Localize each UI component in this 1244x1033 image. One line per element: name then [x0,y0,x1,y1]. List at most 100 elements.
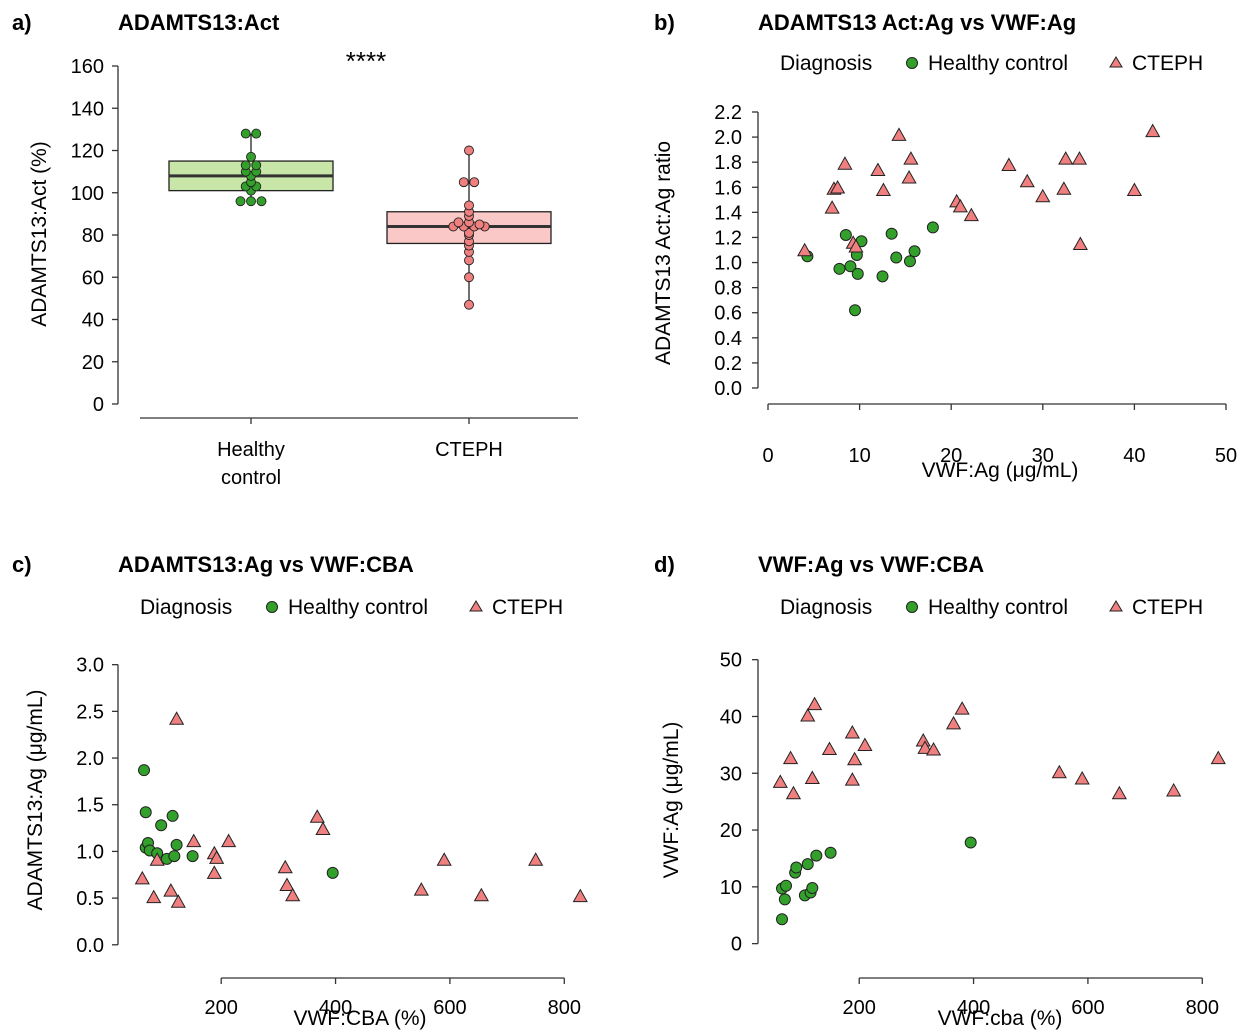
y-tick-label: 120 [71,141,104,163]
cteph-point [844,772,860,786]
y-tick-label: 0 [93,394,104,416]
panel-d: d) VWF:Ag vs VWF:CBA Diagnosis Healthy c… [654,552,1226,1030]
data-point [246,196,256,207]
cteph-point [1051,764,1067,779]
data-point [246,151,256,162]
cteph-point [277,859,293,874]
data-point [251,128,262,139]
cteph-point [528,852,544,866]
healthy-point [778,893,791,906]
cteph-point [1035,188,1051,203]
healthy-point [844,260,857,273]
cteph-point [1056,181,1072,195]
cteph-point [285,887,301,902]
legend-title: Diagnosis [780,52,872,75]
y-axis-label: ADAMTS13:Act (%) [28,141,51,327]
healthy-point [806,881,819,894]
legend-title: Diagnosis [780,596,872,619]
cteph-point [875,182,892,197]
cteph-point [945,715,962,730]
cteph-point [806,696,823,711]
y-tick-label: 1.0 [76,841,104,863]
data-point [240,128,251,139]
y-tick-label: 1.0 [714,253,742,275]
cteph-point [206,865,222,879]
y-tick-label: 60 [82,267,104,289]
y-tick-label: 0.5 [76,888,104,910]
x-tick-label: 400 [319,997,352,1019]
healthy-point [908,245,921,258]
cteph-point [1071,151,1088,165]
x-tick-label: 200 [843,997,876,1019]
cteph-point [168,711,185,725]
cteph-point [952,198,968,213]
y-tick-label: 40 [82,310,104,332]
cteph-point [901,169,917,184]
healthy-point [168,850,181,863]
legend-cteph-label: CTEPH [1132,596,1203,619]
healthy-point [790,861,803,874]
healthy-point [155,819,168,832]
y-tick-label: 100 [71,183,104,205]
healthy-point [138,764,151,777]
y-tick-label: 80 [82,225,104,247]
data-point [256,196,267,207]
cteph-point [954,701,970,715]
plot-marks [772,696,1226,926]
axes: 0 20 40 60 80 100 120 140 160 Healthy control CTEPH [71,56,578,489]
healthy-point [780,879,793,892]
x-tick-label: 400 [957,997,990,1019]
healthy-point [801,858,814,871]
x-tick-label: 200 [205,997,238,1019]
x-tick-label: 10 [848,445,870,467]
cteph-point [848,238,864,253]
y-tick-label: 20 [720,820,742,842]
cteph-point [1145,123,1161,138]
x-tick-label: 600 [433,997,466,1019]
x-tick-label: 600 [1071,997,1104,1019]
y-tick-label: 20 [82,352,104,374]
healthy-point [776,913,789,926]
y-tick-label: 0.0 [76,935,104,957]
y-tick-label: 160 [71,56,104,78]
cteph-point [1072,236,1088,250]
cteph-point [837,156,853,170]
x-tick-label: 40 [1123,445,1145,467]
cteph-point [134,870,150,885]
chart-title: ADAMTS13 Act:Ag vs VWF:Ag [758,10,1076,35]
healthy-point [833,262,846,275]
y-tick-label: 1.4 [714,202,742,224]
legend: Diagnosis Healthy control CTEPH [780,596,1203,619]
legend-healthy-marker [266,601,278,613]
y-tick-label: 0 [731,934,742,956]
cteph-point [1210,750,1226,765]
legend-healthy-label: Healthy control [288,596,428,619]
y-tick-label: 140 [71,98,104,120]
data-point [240,160,251,171]
chart-title: ADAMTS13:Act [118,10,280,35]
plot-marks [168,128,552,310]
y-tick-label: 2.5 [76,701,104,723]
y-tick-label: 2.0 [714,127,742,149]
cteph-point [772,774,788,788]
healthy-point [170,838,183,851]
cteph-point [186,833,202,848]
healthy-point [849,304,862,317]
legend-title: Diagnosis [140,596,232,619]
cteph-point [413,882,429,896]
cteph-point [1019,173,1035,188]
cteph-point [782,750,799,765]
healthy-point [166,809,179,822]
axes: 0 10 20 30 40 50 200 400 600 800 [720,650,1219,1019]
cteph-point [844,724,860,739]
chart-title: VWF:Ag vs VWF:CBA [758,552,984,577]
legend-cteph-marker [469,600,483,612]
cteph-point [572,888,588,903]
x-tick-label: 30 [1032,445,1054,467]
legend-healthy-marker [906,601,918,613]
legend-cteph-label: CTEPH [492,596,563,619]
cteph-point [473,887,489,902]
legend-cteph-marker [1109,600,1123,612]
healthy-point [824,846,837,859]
x-axis-label: VWF:cba (%) [938,1007,1063,1030]
